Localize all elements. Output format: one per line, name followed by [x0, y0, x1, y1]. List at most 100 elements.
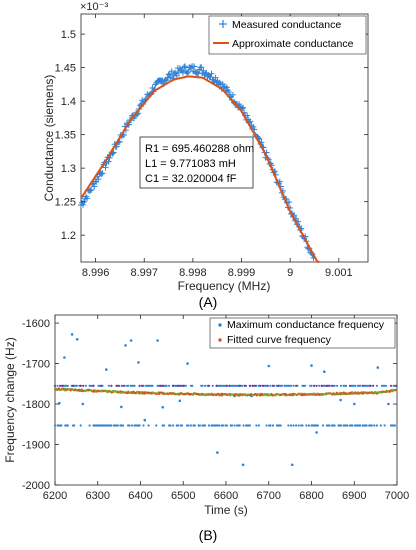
max-conductance-point — [225, 384, 228, 387]
panel-a-label: (A) — [199, 294, 218, 310]
panel-a: 8.996 8.997 8.998 8.999 9 9.001 1.2 1.25 1.3 1.3… — [42, 1, 369, 310]
max-conductance-point — [346, 424, 349, 427]
panel-b-max-conductance-series — [53, 333, 398, 467]
max-conductance-point — [84, 384, 87, 387]
x-tick-label: 6400 — [128, 490, 152, 502]
max-conductance-point — [277, 384, 280, 387]
measured-point — [168, 68, 175, 75]
max-conductance-point — [345, 384, 348, 387]
max-conductance-outlier — [161, 406, 164, 409]
max-conductance-outlier — [186, 362, 189, 365]
annotation-l1: L1 = 9.771083 mH — [145, 158, 236, 170]
max-conductance-point — [225, 424, 228, 427]
max-conductance-outlier — [376, 366, 380, 369]
y-tick-label: -1900 — [22, 440, 50, 452]
panel-a-y-exponent: ×10⁻³ — [80, 1, 108, 13]
measured-point — [194, 69, 201, 76]
max-conductance-point — [184, 384, 187, 387]
max-conductance-point — [255, 424, 258, 427]
max-conductance-point — [325, 384, 328, 387]
max-conductance-point — [269, 384, 272, 387]
panel-b: 6200 6300 6400 6500 6600 6700 6800 6900 7000 -20… — [3, 314, 409, 543]
annotation-r1: R1 = 695.460288 ohm — [145, 143, 254, 155]
max-conductance-point — [211, 384, 214, 387]
measured-point — [240, 104, 247, 111]
max-conductance-point — [261, 384, 264, 387]
max-conductance-point — [88, 424, 91, 427]
max-conductance-point — [161, 384, 164, 387]
max-conductance-point — [215, 384, 218, 387]
max-conductance-outlier — [81, 402, 85, 406]
max-conductance-point — [198, 424, 201, 427]
max-conductance-outlier — [156, 339, 159, 342]
max-conductance-point — [177, 424, 180, 427]
y-tick-label: -1800 — [22, 399, 50, 411]
max-conductance-point — [313, 384, 316, 387]
max-conductance-point — [130, 424, 133, 427]
measured-point — [88, 186, 95, 193]
max-conductance-point — [259, 384, 262, 387]
y-tick-label: 1.35 — [55, 130, 76, 142]
annotation-c1: C1 = 32.020004 fF — [145, 173, 237, 185]
max-conductance-point — [328, 384, 331, 387]
max-conductance-point — [180, 424, 184, 427]
max-conductance-point — [207, 424, 210, 427]
measured-point — [191, 63, 198, 70]
measured-point — [223, 84, 230, 91]
legend-label-measured: Measured conductance — [232, 19, 341, 31]
measured-point — [212, 74, 219, 81]
x-tick-label: 6700 — [257, 490, 281, 502]
max-conductance-point — [369, 384, 372, 387]
measured-point — [80, 201, 87, 208]
x-tick-label: 8.996 — [82, 267, 110, 279]
max-conductance-point — [133, 384, 136, 387]
max-conductance-point — [162, 424, 166, 427]
max-conductance-point — [289, 384, 293, 387]
max-conductance-outlier — [129, 339, 133, 342]
max-conductance-point — [254, 384, 257, 387]
max-conductance-point — [168, 384, 171, 387]
max-conductance-point — [365, 424, 368, 427]
max-conductance-point — [123, 384, 126, 387]
max-conductance-point — [207, 384, 210, 387]
max-conductance-point — [187, 424, 190, 427]
panel-a-x-ticks: 8.996 8.997 8.998 8.999 9 9.001 — [82, 14, 353, 279]
measured-point — [102, 164, 109, 171]
panel-b-fitted-series — [53, 387, 398, 397]
y-tick-label: 1.2 — [61, 230, 76, 242]
max-conductance-point — [375, 384, 378, 387]
max-conductance-point — [359, 424, 362, 427]
max-conductance-point — [330, 384, 334, 387]
max-conductance-point — [269, 424, 272, 427]
max-conductance-point — [238, 384, 241, 387]
x-tick-label: 6500 — [171, 490, 195, 502]
max-conductance-point — [82, 384, 85, 387]
legend-box — [208, 15, 367, 55]
measured-point — [180, 64, 187, 71]
panel-b-y-ticks: -2000 -1900 -1800 -1700 -1600 — [22, 318, 397, 492]
max-conductance-point — [110, 424, 113, 427]
max-conductance-point — [66, 424, 69, 427]
max-conductance-point — [141, 384, 144, 387]
x-tick-label: 6600 — [214, 490, 238, 502]
x-tick-label: 6200 — [43, 490, 67, 502]
max-conductance-point — [121, 424, 125, 427]
y-tick-label: -1600 — [22, 318, 50, 330]
measured-point — [202, 70, 209, 77]
x-tick-label: 9 — [287, 267, 293, 279]
max-conductance-point — [59, 384, 62, 387]
max-conductance-point — [266, 384, 269, 387]
max-conductance-point — [56, 384, 59, 387]
x-tick-label: 8.998 — [179, 267, 207, 279]
x-tick-label: 8.997 — [130, 267, 158, 279]
max-conductance-point — [92, 384, 95, 387]
legend-plus-marker — [219, 20, 227, 28]
max-conductance-point — [251, 384, 254, 387]
panel-a-legend: Measured conductance Approximate conduct… — [208, 15, 367, 55]
max-conductance-point — [383, 424, 386, 427]
max-conductance-point — [182, 384, 185, 387]
x-tick-label: 7000 — [385, 490, 409, 502]
max-conductance-point — [271, 384, 275, 387]
max-conductance-point — [75, 384, 78, 387]
